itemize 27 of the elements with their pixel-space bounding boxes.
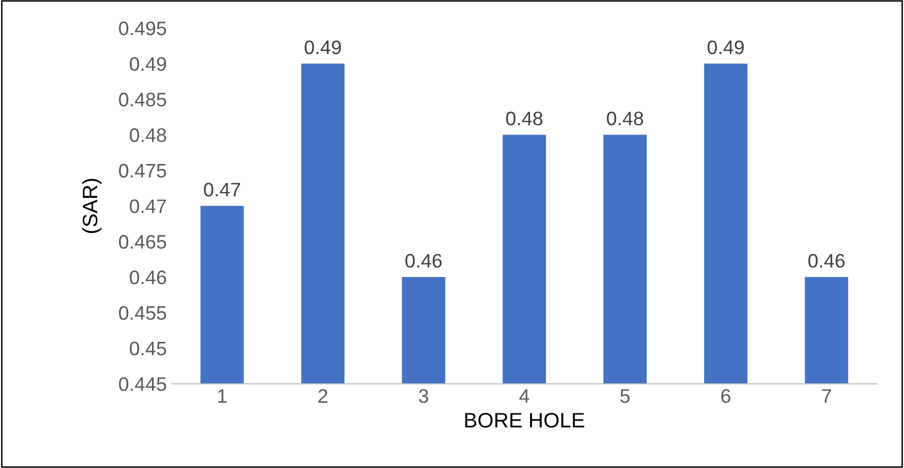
y-tick-label: 0.495 — [119, 22, 166, 36]
y-tick-label: 0.49 — [130, 57, 166, 71]
y-tick-label: 0.445 — [119, 377, 166, 391]
x-axis-title: BORE HOLE — [465, 412, 584, 428]
x-tick-label: 1 — [218, 389, 227, 403]
x-tick-label: 3 — [418, 389, 428, 403]
x-tick-label: 7 — [822, 389, 831, 403]
y-tick-label: 0.485 — [119, 92, 166, 106]
x-tick-label: 2 — [318, 389, 328, 403]
y-axis-title: (SAR) — [82, 178, 102, 233]
x-tick-label: 4 — [519, 389, 530, 403]
data-label: 0.48 — [606, 112, 644, 126]
y-tick-label: 0.465 — [119, 234, 166, 249]
data-label: 0.46 — [808, 254, 845, 268]
y-tick-label: 0.475 — [119, 164, 166, 178]
data-label: 0.47 — [204, 182, 240, 197]
x-tick-label: 5 — [620, 389, 630, 403]
data-label: 0.49 — [304, 40, 341, 54]
y-tick-label: 0.48 — [130, 128, 166, 142]
y-tick-label: 0.46 — [130, 270, 166, 284]
y-tick-label: 0.45 — [130, 342, 166, 356]
data-label: 0.49 — [708, 40, 744, 54]
y-tick-label: 0.455 — [119, 306, 166, 320]
x-tick-label: 6 — [721, 389, 730, 403]
data-label: 0.48 — [506, 112, 542, 126]
y-tick-label: 0.47 — [130, 199, 166, 214]
data-label: 0.46 — [405, 254, 442, 268]
